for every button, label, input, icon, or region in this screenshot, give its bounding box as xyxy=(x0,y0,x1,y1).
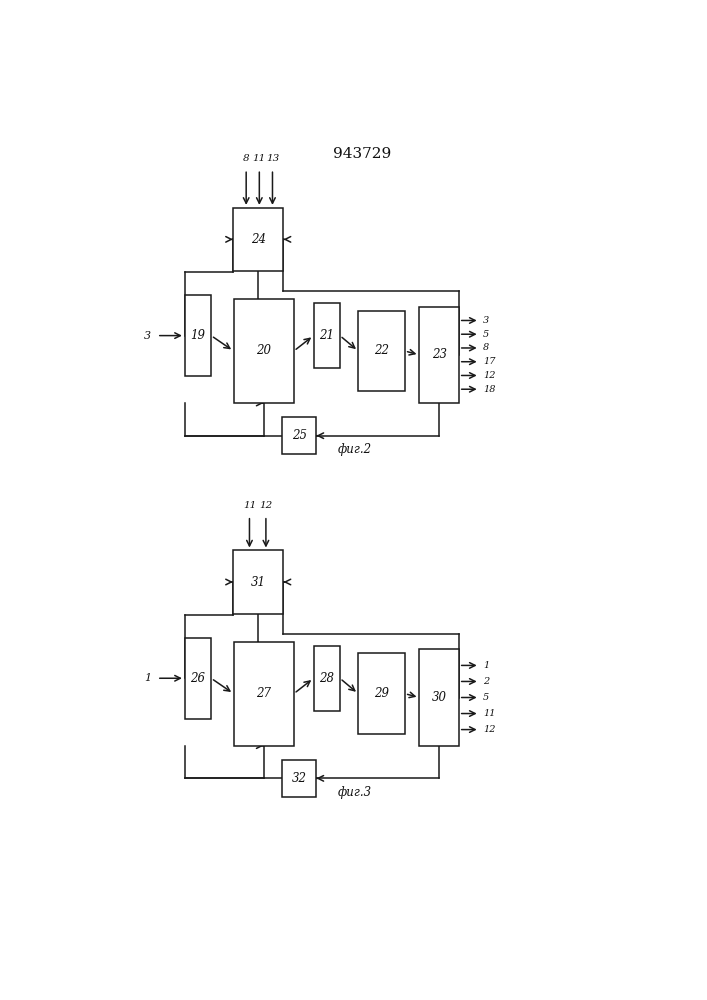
Text: 31: 31 xyxy=(251,576,266,588)
Text: 23: 23 xyxy=(431,348,447,361)
Text: 13: 13 xyxy=(266,154,279,163)
Text: 19: 19 xyxy=(190,329,206,342)
Text: 11: 11 xyxy=(252,154,266,163)
Text: 22: 22 xyxy=(374,344,389,358)
Text: фиг.3: фиг.3 xyxy=(338,786,372,799)
Text: 25: 25 xyxy=(292,429,307,442)
Text: 26: 26 xyxy=(190,672,206,685)
Text: 12: 12 xyxy=(259,501,272,510)
Text: 5: 5 xyxy=(483,330,489,339)
Text: 18: 18 xyxy=(483,385,496,394)
Text: 943729: 943729 xyxy=(333,147,392,161)
Bar xyxy=(233,299,294,403)
Text: 1: 1 xyxy=(483,661,489,670)
Text: 3: 3 xyxy=(144,331,151,341)
Bar xyxy=(419,307,459,403)
Bar xyxy=(314,303,340,368)
Text: 28: 28 xyxy=(320,672,334,685)
Text: 8: 8 xyxy=(483,343,489,352)
Text: 32: 32 xyxy=(292,772,307,785)
Text: 2: 2 xyxy=(483,677,489,686)
Bar xyxy=(282,760,316,797)
Text: 21: 21 xyxy=(320,329,334,342)
Bar xyxy=(233,642,294,746)
Text: 30: 30 xyxy=(431,691,447,704)
Text: 12: 12 xyxy=(483,371,496,380)
Text: фиг.2: фиг.2 xyxy=(338,443,372,456)
Bar xyxy=(419,649,459,746)
Text: 1: 1 xyxy=(144,673,151,683)
Bar xyxy=(282,417,316,454)
Bar xyxy=(358,653,405,734)
Text: 29: 29 xyxy=(374,687,389,700)
Bar xyxy=(358,311,405,391)
Bar xyxy=(314,646,340,711)
Text: 11: 11 xyxy=(483,709,496,718)
Bar xyxy=(185,295,211,376)
Text: 5: 5 xyxy=(483,693,489,702)
Text: 12: 12 xyxy=(483,725,496,734)
Bar xyxy=(233,550,284,614)
Text: 8: 8 xyxy=(243,154,250,163)
Text: 20: 20 xyxy=(256,344,271,358)
Text: 27: 27 xyxy=(256,687,271,700)
Text: 3: 3 xyxy=(483,316,489,325)
Text: 11: 11 xyxy=(243,501,256,510)
Text: 24: 24 xyxy=(251,233,266,246)
Text: 17: 17 xyxy=(483,357,496,366)
Bar xyxy=(233,208,284,271)
Bar xyxy=(185,638,211,719)
